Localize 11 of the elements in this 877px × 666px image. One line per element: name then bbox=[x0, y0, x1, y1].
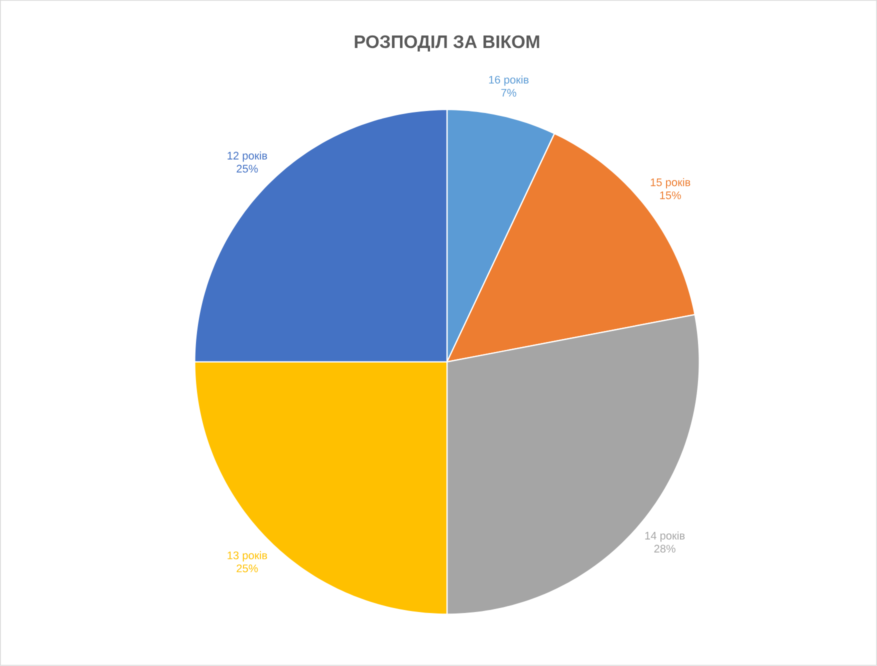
data-label: 25% bbox=[236, 564, 258, 572]
data-label: 25% bbox=[236, 164, 258, 173]
data-label: 28% bbox=[654, 544, 676, 553]
slice-label: 14 років bbox=[645, 532, 685, 542]
slice-label: 12 років bbox=[228, 152, 268, 162]
data-label: 15% bbox=[660, 192, 681, 200]
slice-label: 13 років bbox=[228, 551, 268, 562]
slice-label: 16 років bbox=[489, 76, 529, 86]
slice-label: 15 років bbox=[650, 178, 690, 189]
chart-title: РОЗПОДІЛ ЗА ВІКОМ bbox=[354, 36, 540, 52]
data-label: 7% bbox=[501, 89, 516, 97]
